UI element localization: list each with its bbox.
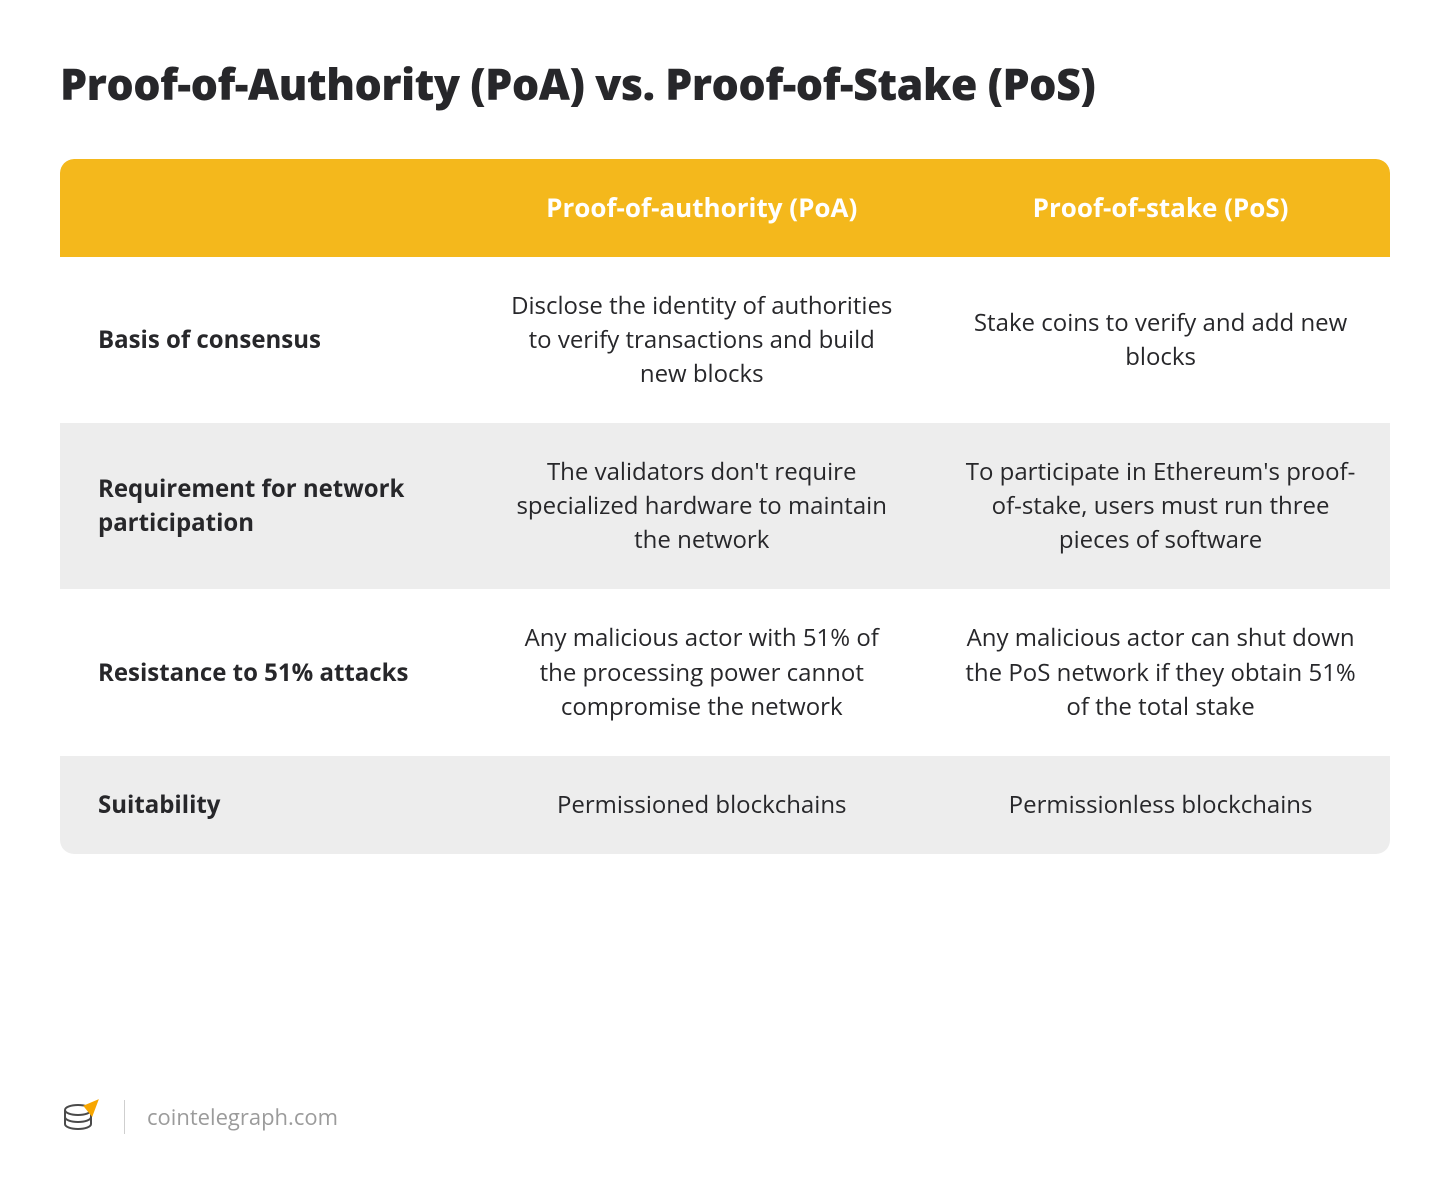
header-poa: Proof-of-authority (PoA) <box>472 159 931 257</box>
row-label: Suitability <box>60 756 472 854</box>
table-header-row: Proof-of-authority (PoA) Proof-of-stake … <box>60 159 1390 257</box>
cointelegraph-logo-icon <box>60 1096 102 1138</box>
table-row: Basis of consensus Disclose the identity… <box>60 257 1390 423</box>
cell-poa: Permissioned blockchains <box>472 756 931 854</box>
table-row: Suitability Permissioned blockchains Per… <box>60 756 1390 854</box>
cell-pos: To participate in Ethereum's proof-of-st… <box>931 423 1390 589</box>
table-row: Resistance to 51% attacks Any malicious … <box>60 589 1390 755</box>
footer-separator <box>124 1100 125 1134</box>
table-body: Basis of consensus Disclose the identity… <box>60 257 1390 854</box>
row-label: Resistance to 51% attacks <box>60 589 472 755</box>
comparison-table: Proof-of-authority (PoA) Proof-of-stake … <box>60 159 1390 854</box>
page-title: Proof-of-Authority (PoA) vs. Proof-of-St… <box>60 54 1390 113</box>
table-row: Requirement for network participation Th… <box>60 423 1390 589</box>
cell-pos: Stake coins to verify and add new blocks <box>931 257 1390 423</box>
cell-poa: Disclose the identity of authorities to … <box>472 257 931 423</box>
cell-poa: Any malicious actor with 51% of the proc… <box>472 589 931 755</box>
row-label: Basis of consensus <box>60 257 472 423</box>
cell-pos: Permissionless blockchains <box>931 756 1390 854</box>
footer: cointelegraph.com <box>60 1096 338 1138</box>
cell-pos: Any malicious actor can shut down the Po… <box>931 589 1390 755</box>
footer-site-label: cointelegraph.com <box>147 1102 338 1132</box>
cell-poa: The validators don't require specialized… <box>472 423 931 589</box>
row-label: Requirement for network participation <box>60 423 472 589</box>
header-pos: Proof-of-stake (PoS) <box>931 159 1390 257</box>
header-blank <box>60 159 472 257</box>
